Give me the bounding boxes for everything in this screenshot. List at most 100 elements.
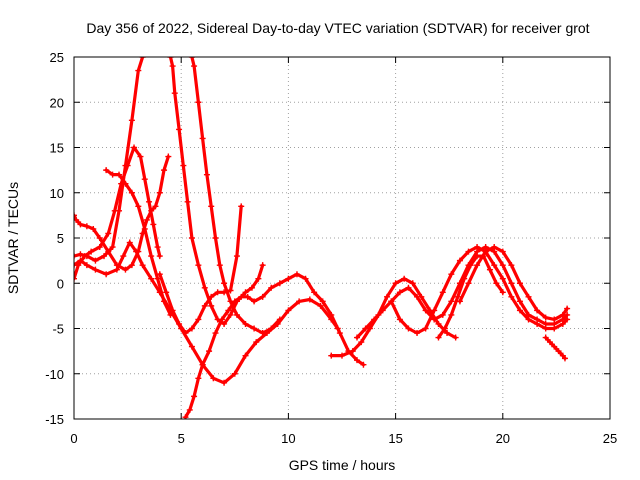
data-point-marker (396, 316, 403, 323)
data-point-marker (409, 280, 416, 287)
data-point-marker (401, 275, 408, 282)
data-point-marker (542, 314, 549, 321)
data-point-marker (255, 275, 262, 282)
data-point-marker (163, 289, 170, 296)
data-point-marker (491, 244, 498, 251)
data-point-marker (150, 221, 157, 228)
data-point-marker (435, 320, 442, 327)
data-point-marker (296, 298, 303, 305)
data-point-marker (285, 275, 292, 282)
data-point-marker (182, 414, 189, 419)
data-point-marker (131, 144, 138, 151)
grid (74, 57, 610, 419)
series-arc-13 (436, 254, 505, 340)
data-point-marker (392, 280, 399, 287)
data-point-marker (317, 302, 324, 309)
data-point-marker (551, 343, 558, 350)
data-point-marker (268, 284, 275, 291)
data-point-marker (143, 216, 150, 223)
data-point-marker (188, 57, 195, 60)
data-point-marker (435, 334, 442, 341)
data-point-marker (148, 253, 155, 260)
data-point-marker (306, 296, 313, 303)
data-point-marker (564, 316, 571, 323)
data-point-marker (191, 63, 198, 70)
data-point-marker (493, 280, 500, 287)
data-point-marker (259, 330, 266, 337)
data-point-marker (167, 57, 174, 60)
data-point-marker (212, 235, 219, 241)
data-point-marker (221, 289, 228, 296)
data-point-marker (276, 280, 283, 287)
x-tick-label: 20 (496, 431, 510, 446)
data-point-marker (199, 135, 206, 142)
data-point-marker (195, 375, 202, 382)
data-point-marker (491, 262, 498, 269)
y-tick-label: -10 (45, 367, 64, 382)
data-point-marker (116, 207, 123, 214)
data-point-marker (448, 298, 455, 305)
y-tick-label: -5 (52, 322, 64, 337)
data-point-marker (206, 348, 213, 355)
data-point-marker (542, 325, 549, 332)
data-point-marker (422, 325, 429, 332)
data-point-marker (208, 302, 215, 309)
data-point-marker (242, 320, 249, 327)
data-point-marker (328, 352, 335, 359)
data-point-marker (516, 280, 523, 287)
y-tick-label: 15 (50, 141, 64, 156)
data-point-marker (499, 275, 506, 282)
data-point-marker (227, 287, 234, 294)
x-tick-label: 5 (178, 431, 185, 446)
data-point-marker (83, 253, 90, 260)
data-point-marker (251, 325, 258, 332)
data-point-marker (96, 244, 103, 251)
y-axis-label: SDTVAR / TECUs (5, 182, 21, 294)
data-point-marker (486, 266, 493, 273)
data-point-marker (152, 203, 159, 210)
data-point-marker (195, 262, 202, 269)
data-point-marker (525, 293, 532, 300)
data-point-marker (431, 307, 438, 314)
data-point-marker (218, 316, 225, 323)
data-point-marker (201, 302, 208, 309)
data-point-marker (371, 316, 378, 323)
data-point-marker (354, 357, 361, 364)
data-point-marker (242, 289, 249, 296)
data-point-marker (161, 298, 168, 305)
data-point-marker (122, 180, 129, 187)
data-point-marker (212, 330, 219, 337)
data-point-marker (233, 253, 240, 260)
data-point-marker (448, 271, 455, 278)
data-point-marker (336, 330, 343, 337)
data-point-marker (171, 90, 178, 97)
data-point-marker (339, 352, 345, 359)
data-point-marker (167, 311, 174, 318)
data-point-marker (156, 271, 163, 278)
data-point-marker (454, 293, 461, 300)
data-point-marker (210, 375, 217, 382)
data-point-marker (83, 223, 90, 230)
data-point-marker (508, 262, 515, 269)
series-arc-6 (168, 57, 265, 326)
data-point-marker (259, 293, 266, 300)
data-point-marker (405, 325, 412, 332)
data-point-marker (176, 126, 183, 133)
data-point-marker (349, 348, 356, 355)
data-point-marker (141, 176, 148, 183)
y-tick-label: 20 (50, 95, 64, 110)
data-point-marker (188, 325, 195, 332)
data-point-marker (551, 316, 558, 323)
data-point-marker (188, 235, 195, 241)
data-point-marker (456, 298, 463, 305)
data-point-marker (101, 253, 108, 260)
data-point-marker (169, 63, 176, 70)
data-point-marker (422, 307, 429, 314)
data-point-marker (251, 298, 258, 305)
data-point-marker (508, 293, 515, 300)
data-point-marker (216, 262, 223, 269)
data-point-marker (74, 253, 77, 260)
data-point-marker (405, 284, 412, 291)
